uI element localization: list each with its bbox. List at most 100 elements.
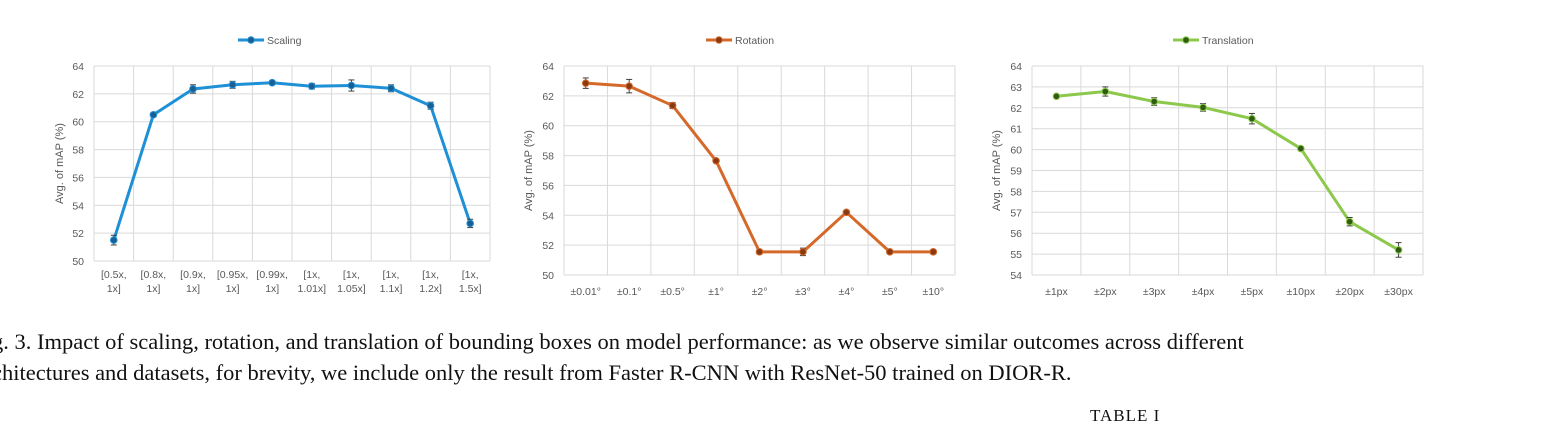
x-tick-label: 1x] — [146, 283, 160, 295]
y-tick-label: 52 — [72, 228, 84, 240]
x-tick-label: ±10° — [922, 286, 944, 298]
y-tick-label: 56 — [1010, 228, 1022, 240]
y-tick-label: 58 — [542, 151, 554, 163]
x-tick-label: ±0.5° — [660, 286, 685, 298]
y-tick-label: 61 — [1010, 124, 1022, 136]
y-tick-label: 57 — [1010, 207, 1022, 219]
x-tick-label: ±2px — [1094, 286, 1117, 298]
y-tick-label: 58 — [72, 145, 84, 157]
x-tick-label: [0.9x, — [180, 269, 206, 281]
y-tick-label: 50 — [72, 256, 84, 268]
y-tick-label: 64 — [72, 61, 84, 73]
data-point — [799, 248, 807, 256]
x-tick-label: [0.5x, — [101, 269, 127, 281]
x-tick-label: 1.2x] — [419, 283, 442, 295]
x-tick-label: ±2° — [752, 286, 768, 298]
y-tick-label: 64 — [542, 61, 554, 73]
legend-swatch-marker — [1182, 36, 1190, 44]
data-point — [426, 101, 435, 110]
y-tick-label: 62 — [542, 91, 554, 103]
x-tick-label: ±5° — [882, 286, 898, 298]
x-tick-label: [0.95x, — [217, 269, 249, 281]
series-line — [585, 81, 934, 254]
y-tick-label: 50 — [542, 270, 554, 282]
x-tick-label: [1x, — [422, 269, 439, 281]
x-tick-label: ±4px — [1192, 286, 1215, 298]
x-tick-label: ±1° — [708, 286, 724, 298]
x-tick-label: 1x] — [107, 283, 121, 295]
x-tick-label: [0.8x, — [141, 269, 167, 281]
legend-swatch-marker — [247, 36, 255, 44]
data-point — [1345, 217, 1354, 226]
y-tick-label: 56 — [72, 172, 84, 184]
data-point — [387, 84, 395, 93]
data-point — [842, 208, 851, 217]
x-tick-label: [1x, — [462, 269, 479, 281]
data-point — [228, 81, 237, 89]
y-tick-label: 54 — [542, 210, 554, 222]
y-tick-label: 59 — [1010, 166, 1022, 178]
y-tick-label: 54 — [1010, 270, 1022, 282]
scaling-chart: 50 52 54 56 58 60 62 64 [0.5x, 1x] [0.8x, 1x] [0.9x,… — [54, 35, 491, 295]
x-tick-label: ±4° — [838, 286, 854, 298]
legend-swatch-marker — [715, 36, 723, 44]
data-point — [929, 248, 938, 256]
x-tick-label: 1x] — [226, 283, 240, 295]
data-point — [110, 236, 118, 244]
data-point — [581, 79, 590, 87]
y-tick-label: 62 — [1010, 103, 1022, 115]
data-point — [466, 219, 475, 228]
y-tick-label: 63 — [1010, 82, 1022, 94]
data-point — [755, 248, 764, 256]
data-point — [189, 85, 197, 93]
x-tick-label: ±20px — [1335, 286, 1364, 298]
data-point — [1248, 114, 1256, 123]
x-tick-label: 1.5x] — [459, 283, 482, 295]
rotation-chart: 50 52 54 56 58 60 62 64 ±0.01° ±0.1° ±0.5° ±1° ±2° ±3… — [523, 35, 956, 298]
caption-line-1: g. 3. Impact of scaling, rotation, and t… — [0, 329, 1244, 354]
translation-chart: 54 55 56 57 58 59 60 61 62 63 64 ±1px ±2px ±3px ±4px ±5… — [991, 35, 1424, 298]
data-point — [886, 248, 894, 256]
series-line — [1056, 89, 1400, 252]
data-point — [149, 110, 158, 119]
y-tick-label: 58 — [1010, 186, 1022, 198]
x-tick-label: ±1px — [1045, 286, 1068, 298]
y-axis-label: Avg. of mAP (%) — [991, 130, 1003, 211]
data-point — [347, 81, 356, 90]
x-tick-label: 1.01x] — [297, 283, 326, 295]
x-tick-label: [1x, — [303, 269, 320, 281]
data-point — [668, 101, 677, 110]
y-tick-label: 60 — [72, 117, 84, 129]
x-tick-label: ±3px — [1143, 286, 1166, 298]
y-tick-label: 52 — [542, 240, 554, 252]
caption-line-2: chitectures and datasets, for brevity, w… — [0, 360, 1072, 385]
data-point — [1052, 92, 1061, 101]
data-point — [1199, 103, 1207, 112]
data-point — [712, 156, 720, 165]
x-tick-label: ±0.01° — [571, 286, 601, 298]
y-tick-label: 60 — [542, 121, 554, 133]
x-tick-label: [0.99x, — [256, 269, 288, 281]
y-tick-label: 54 — [72, 200, 84, 212]
data-point — [625, 82, 633, 90]
series-line — [112, 81, 472, 241]
legend-label: Rotation — [735, 35, 774, 47]
data-point — [1297, 144, 1305, 153]
y-tick-label: 55 — [1010, 249, 1022, 261]
data-point — [1101, 87, 1110, 96]
legend-label: Translation — [1202, 35, 1254, 47]
x-tick-label: ±5px — [1241, 286, 1264, 298]
x-tick-label: ±0.1° — [617, 286, 642, 298]
x-tick-label: [1x, — [343, 269, 360, 281]
x-tick-label: ±30px — [1384, 286, 1413, 298]
y-tick-label: 60 — [1010, 145, 1022, 157]
x-tick-label: [1x, — [383, 269, 400, 281]
legend-label: Scaling — [267, 35, 302, 47]
data-point — [268, 78, 277, 87]
y-tick-label: 62 — [72, 89, 84, 101]
x-tick-label: ±10px — [1287, 286, 1316, 298]
data-point — [308, 82, 316, 90]
x-tick-label: ±3° — [795, 286, 811, 298]
data-point — [1394, 246, 1403, 254]
